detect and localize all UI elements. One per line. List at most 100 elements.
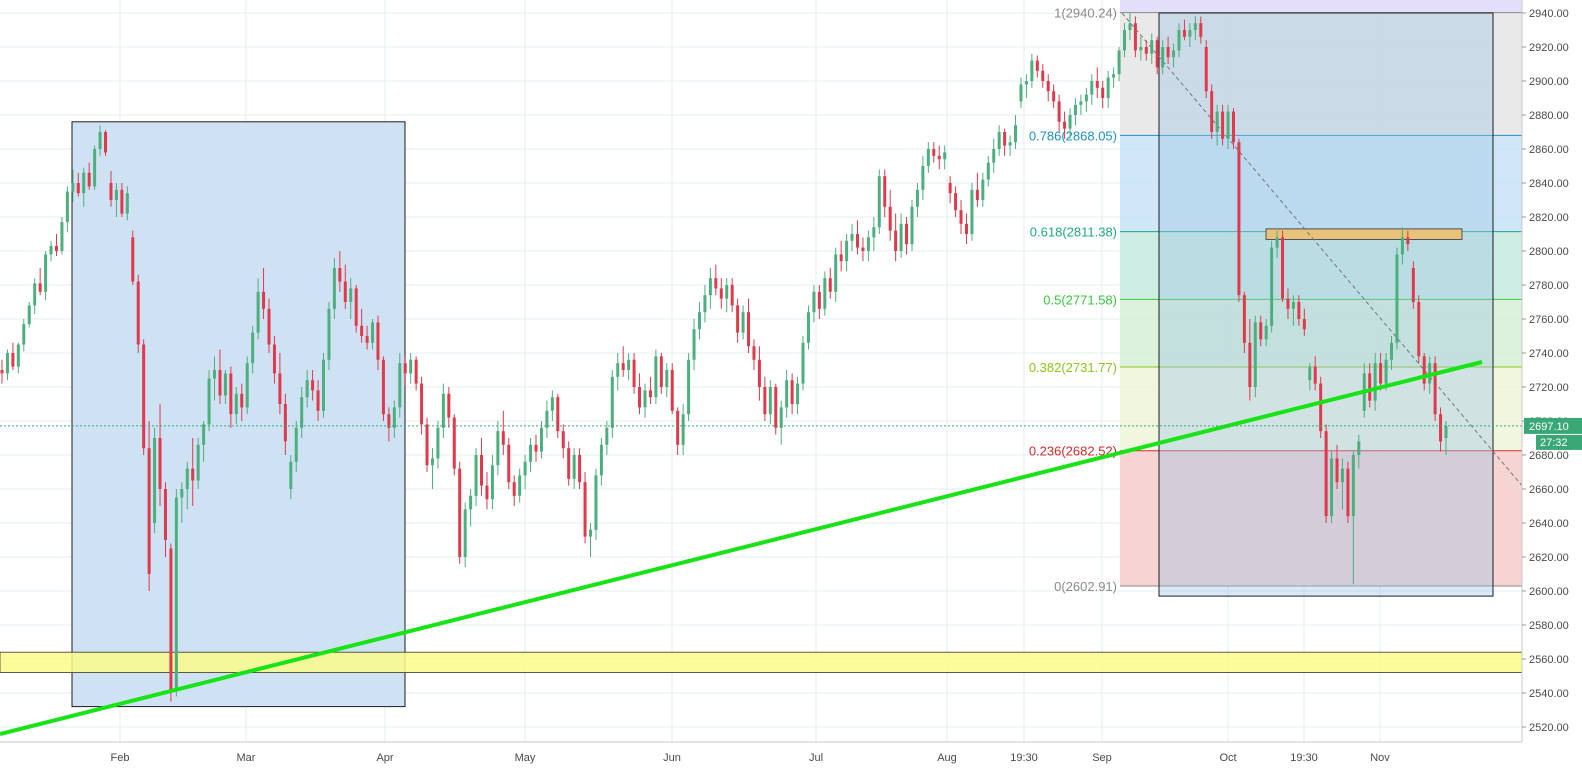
candle-body [1046,81,1050,92]
candle-body [349,288,353,302]
candle-body [1003,132,1007,146]
candle-body [218,370,222,396]
candle-body [441,393,445,428]
candle-body [1340,468,1344,483]
candle-body [1101,87,1105,98]
candle-body [76,183,80,194]
candle-body [327,308,331,360]
candle-body [1335,458,1339,483]
candle-body [785,380,789,408]
candle-body [545,410,549,428]
candle-body [594,475,598,530]
candle-body [430,458,434,466]
candle-body [670,370,674,411]
time-tick-label: Aug [937,752,957,764]
candle-body [578,455,582,483]
candle-body [1204,47,1208,92]
price-tick-label: 2900.00 [1529,76,1569,88]
candle-body [60,222,64,251]
candle-body [33,283,37,306]
candle-body [1417,302,1421,357]
candle-body [1193,23,1197,30]
candle-body [11,353,15,367]
candle-body [501,431,505,445]
candle-body [202,424,206,445]
candle-body [1057,101,1061,122]
candle-body [910,206,914,245]
candle-body [1444,426,1448,438]
fib-trend-line [1121,12,1523,486]
candle-body [1030,60,1034,81]
candle-body [169,548,173,690]
fib-band [1120,231,1522,300]
candle-body [1014,125,1018,143]
candle-body [1357,441,1361,455]
candle-body [992,149,996,163]
price-tick-label: 2600.00 [1529,586,1569,598]
candle-body [752,346,756,360]
candle-body [638,387,642,408]
candle-body [1351,455,1355,517]
candle-body [1024,81,1028,85]
candle-body [283,404,287,442]
candle-body [539,427,543,452]
time-axis-bg [0,742,1582,772]
candle-body [757,359,761,387]
candle-body [490,465,494,500]
candle-body [452,417,456,469]
candle-body [245,363,249,408]
candle-body [697,312,701,330]
candle-body [1123,30,1127,51]
candle-body [191,468,195,481]
candle-body [648,390,652,398]
candle-body [294,427,298,462]
candle-body [1237,142,1241,296]
candle-body [1090,81,1094,95]
candle-body [1411,268,1415,302]
candle-body [1117,50,1121,75]
candle-body [747,312,751,347]
candle-body [725,285,729,299]
candle-body [469,495,473,510]
time-tick-label: Feb [111,752,130,764]
candle-body [1259,322,1263,340]
candle-body [71,183,75,192]
candle-body [588,529,592,537]
candle-body [1384,359,1388,384]
candle-body [932,149,936,156]
candle-body [567,448,571,479]
support-zone [0,651,1523,674]
price-tick-label: 2720.00 [1529,382,1569,394]
candle-body [311,380,315,391]
candle-body [616,363,620,377]
candle-body [899,223,903,251]
candle-body [981,179,985,200]
candle-body [272,344,276,374]
candle-body [496,431,500,466]
candle-body [174,497,178,690]
candle-body [894,230,898,251]
candle-body [877,176,881,228]
candle-body [22,324,26,345]
candle-body [381,359,385,415]
price-tick-label: 2940.00 [1529,8,1569,20]
candle-body [676,410,680,445]
candle-body [905,223,909,245]
candle-body [1368,373,1372,401]
candle-body [774,387,778,428]
candle-body [392,407,396,428]
candle-body [888,206,892,231]
candle-body [1172,50,1176,58]
fib-level-label: 1(2940.24) [1054,6,1117,21]
price-tick-label: 2860.00 [1529,144,1569,156]
candle-body [93,149,97,187]
candle-body [632,359,636,387]
candle-body [1275,237,1279,248]
candle-body [0,370,4,374]
candle-body [27,305,31,325]
candle-body [556,397,560,432]
candle-body [970,189,974,234]
candle-body [1406,237,1410,245]
price-tick-label: 2520.00 [1529,722,1569,734]
